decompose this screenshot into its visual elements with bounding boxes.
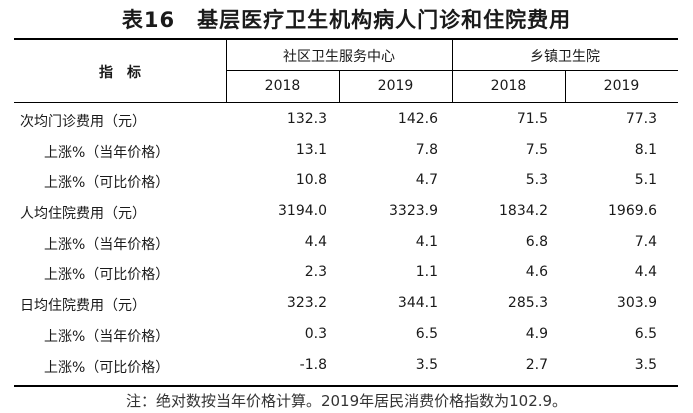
cell-value: 4.9 (525, 325, 548, 342)
cell-value: 1.1 (415, 264, 438, 281)
table-row: 次均门诊费用（元） 132.3 142.6 71.5 77.3 (14, 104, 678, 135)
table-note: 注：绝对数按当年价格计算。2019年居民消费价格指数为102.9。 (125, 392, 568, 410)
cell-value: 5.3 (525, 172, 548, 189)
column-group-community: 社区卫生服务中心 (283, 49, 395, 65)
cell-value: 3194.0 (278, 203, 327, 220)
cell-value: 4.4 (634, 264, 657, 281)
header-bottom-rule (14, 102, 678, 103)
cell-value: 7.5 (525, 141, 548, 158)
cell-value: 0.3 (304, 325, 327, 342)
cell-value: 77.3 (625, 111, 657, 127)
row-label: 上涨%（当年价格） (44, 236, 170, 253)
header-vline (565, 71, 566, 102)
cell-value: 2.7 (525, 356, 548, 373)
table-row: 日均住院费用（元） 323.2 344.1 285.3 303.9 (14, 288, 678, 319)
row-label: 上涨%（当年价格） (44, 144, 170, 161)
cell-value: 3.5 (415, 356, 438, 373)
indicator-header: 指 标 (99, 65, 141, 81)
cell-value: 4.6 (525, 264, 548, 281)
cell-value: 303.9 (616, 295, 657, 312)
row-label: 上涨%（可比价格） (44, 267, 170, 284)
header-vline (339, 71, 340, 102)
table-row: 上涨%（可比价格） -1.8 3.5 2.7 3.5 (14, 350, 678, 381)
cell-value: 10.8 (295, 172, 327, 189)
row-label: 人均住院费用（元） (20, 206, 146, 223)
cell-value: 71.5 (516, 111, 548, 127)
table-row: 上涨%（当年价格） 13.1 7.8 7.5 8.1 (14, 135, 678, 166)
cell-value: 3323.9 (389, 203, 438, 220)
row-label: 次均门诊费用（元） (20, 114, 146, 130)
table-body: 次均门诊费用（元） 132.3 142.6 71.5 77.3 上涨%（当年价格） 13.1… (14, 104, 678, 380)
header-vline (226, 40, 227, 102)
year-header: 2019 (377, 78, 414, 94)
cell-value: 7.4 (634, 233, 657, 250)
table-row: 上涨%（当年价格） 0.3 6.5 4.9 6.5 (14, 319, 678, 350)
top-rule (14, 38, 678, 40)
cell-value: 1969.6 (608, 203, 657, 220)
cell-value: 4.4 (304, 233, 327, 250)
row-label: 上涨%（可比价格） (44, 359, 170, 376)
cell-value: 8.1 (634, 141, 657, 158)
cell-value: 5.1 (634, 172, 657, 189)
bottom-rule (14, 385, 678, 387)
table-row: 上涨%（可比价格） 2.3 1.1 4.6 4.4 (14, 257, 678, 288)
table-row: 上涨%（当年价格） 4.4 4.1 6.8 7.4 (14, 227, 678, 258)
cell-value: 3.5 (634, 356, 657, 373)
cell-value: -1.8 (299, 356, 327, 373)
cell-value: 4.1 (415, 233, 438, 250)
table-row: 人均住院费用（元） 3194.0 3323.9 1834.2 1969.6 (14, 196, 678, 227)
year-header: 2018 (264, 78, 301, 94)
year-header: 2019 (603, 78, 640, 94)
cell-value: 6.5 (415, 325, 438, 342)
cell-value: 7.8 (415, 141, 438, 158)
column-group-township: 乡镇卫生院 (530, 49, 600, 65)
row-label: 上涨%（可比价格） (44, 175, 170, 192)
table-row: 上涨%（可比价格） 10.8 4.7 5.3 5.1 (14, 165, 678, 196)
cell-value: 285.3 (507, 295, 548, 312)
row-label: 上涨%（当年价格） (44, 328, 170, 345)
cell-value: 4.7 (415, 172, 438, 189)
cell-value: 132.3 (286, 111, 327, 127)
cell-value: 1834.2 (499, 203, 548, 220)
cell-value: 6.8 (525, 233, 548, 250)
header-vline (452, 40, 453, 102)
cell-value: 323.2 (286, 295, 327, 312)
cell-value: 344.1 (397, 295, 438, 312)
year-header: 2018 (490, 78, 527, 94)
cell-value: 2.3 (304, 264, 327, 281)
table-title: 表16 基层医疗卫生机构病人门诊和住院费用 (121, 8, 572, 32)
cell-value: 13.1 (295, 141, 327, 158)
cell-value: 142.6 (397, 111, 438, 127)
row-label: 日均住院费用（元） (20, 298, 146, 315)
cell-value: 6.5 (634, 325, 657, 342)
